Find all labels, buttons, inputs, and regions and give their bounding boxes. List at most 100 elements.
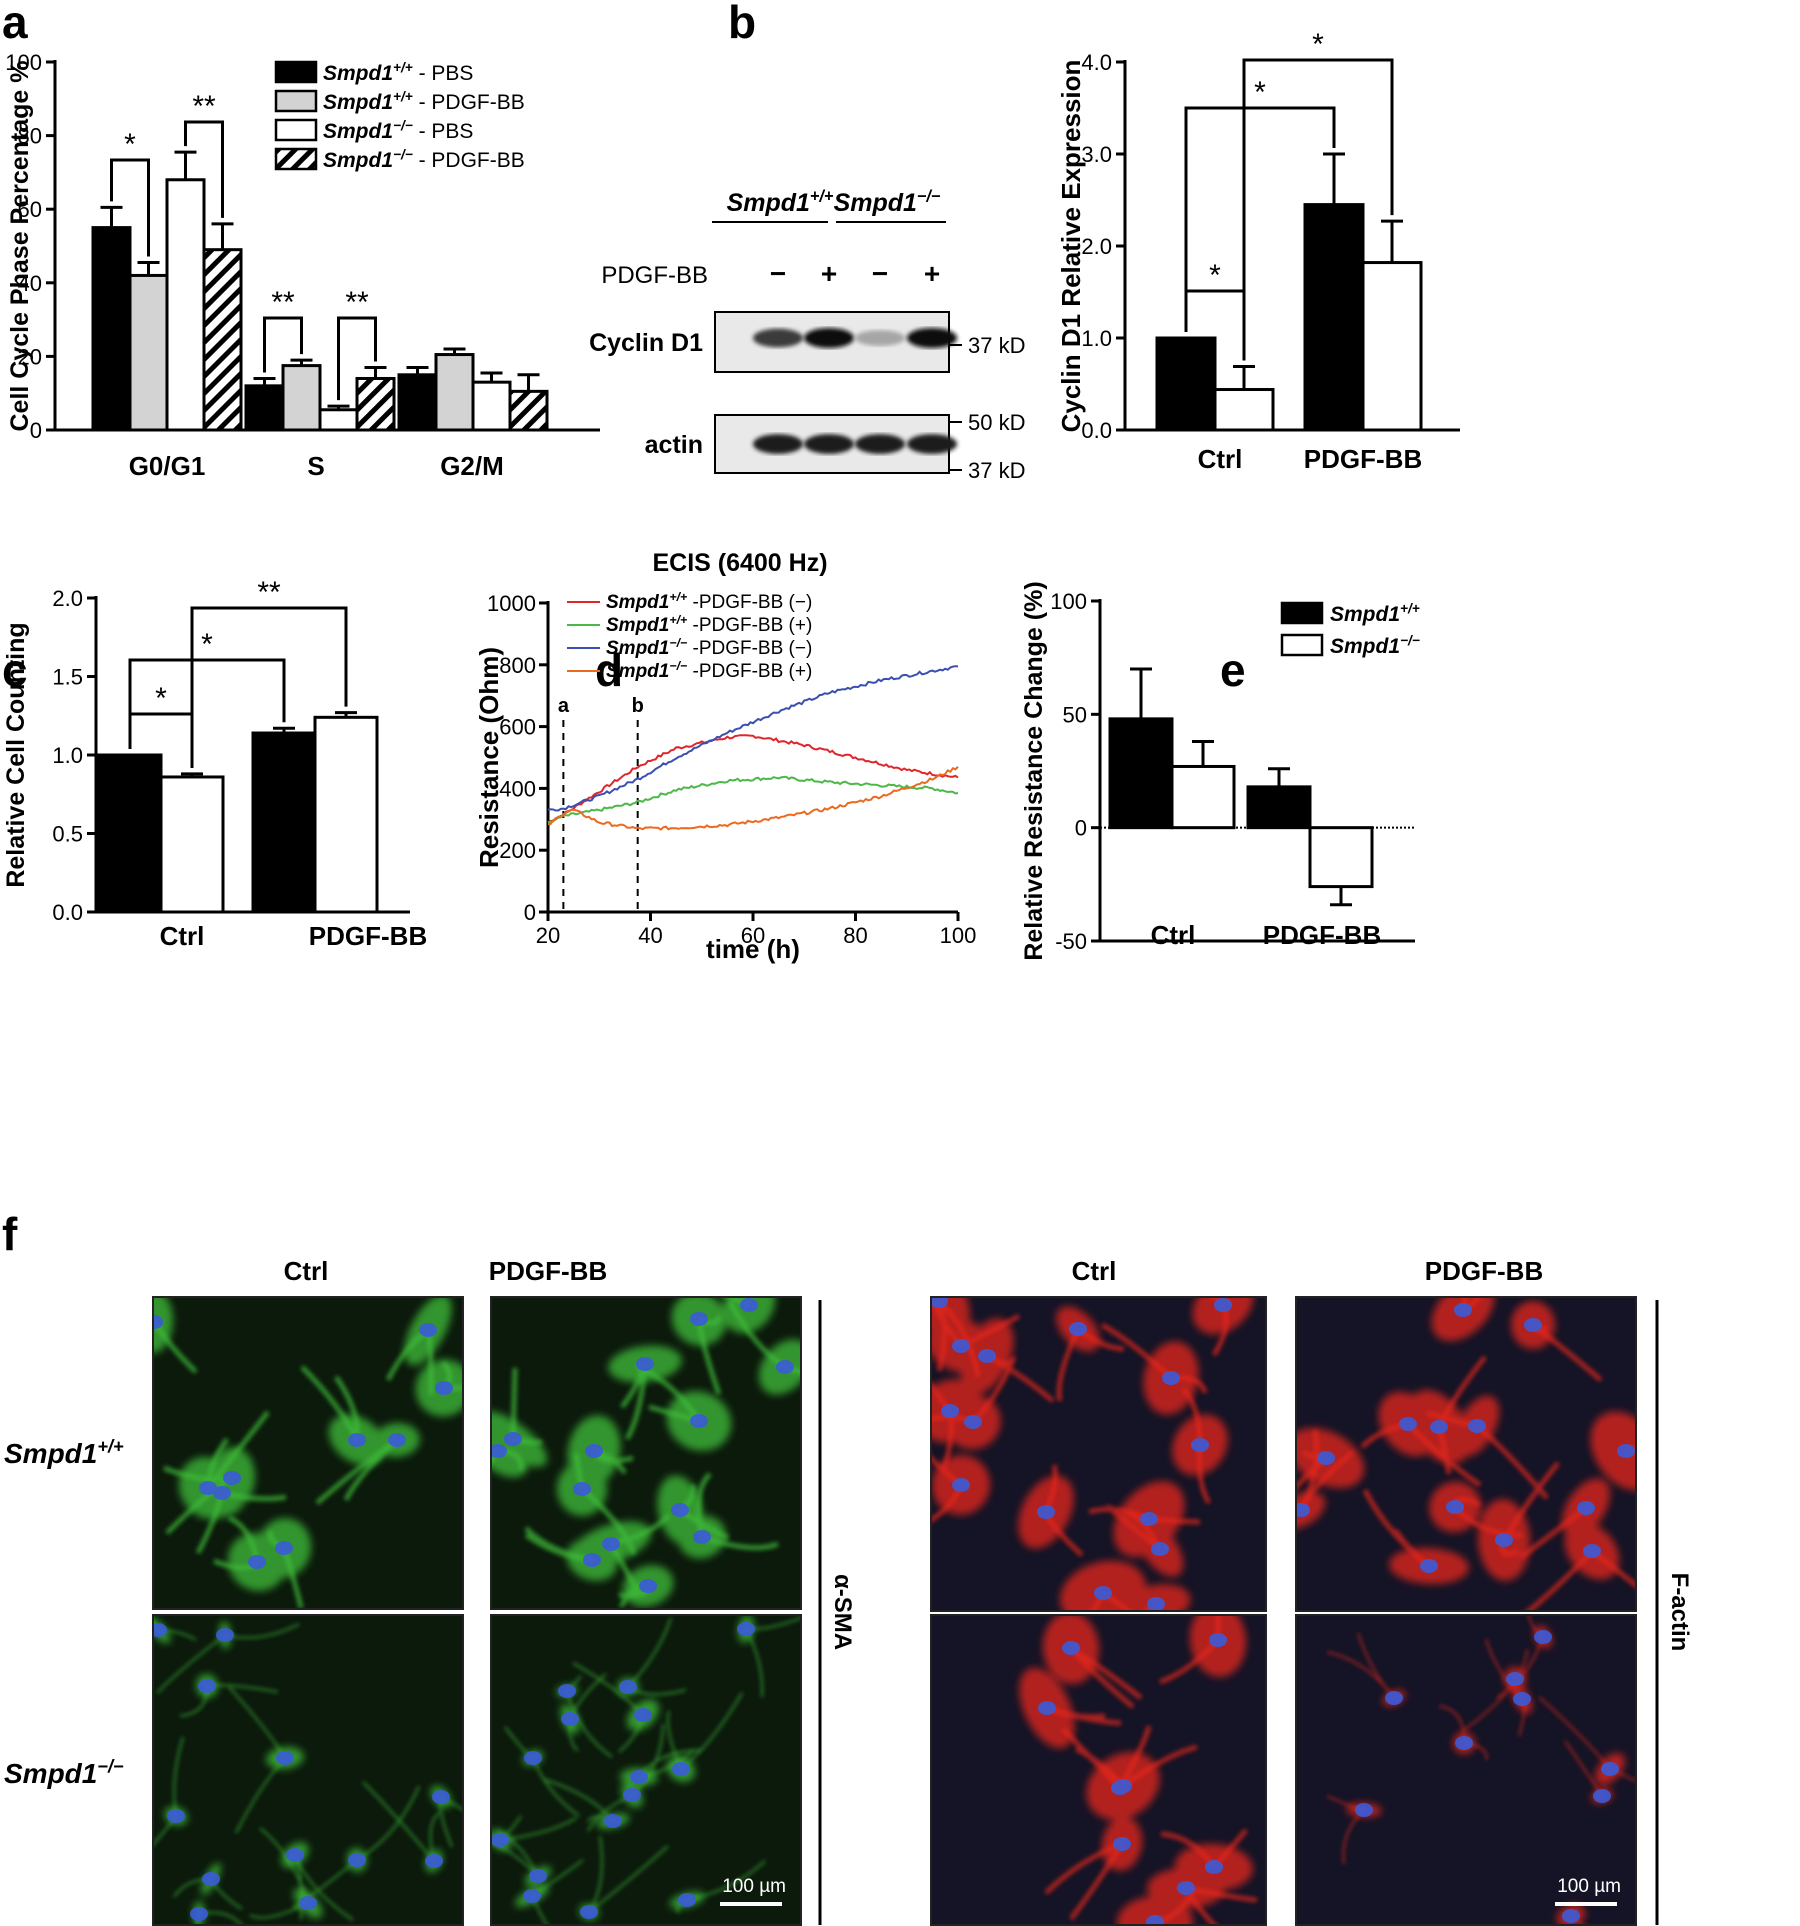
y-tick-label: 100	[5, 50, 42, 75]
micrograph-column-label: Ctrl	[284, 1256, 329, 1286]
bar	[1308, 826, 1374, 889]
significance-label: *	[155, 682, 167, 715]
legend-item: Smpd1+/+ - PBS	[323, 60, 473, 85]
panel-label-f: f	[2, 1208, 18, 1260]
bar	[281, 364, 322, 432]
y-tick-label: 1000	[487, 591, 536, 616]
time-marker-label: b	[632, 695, 644, 717]
micrograph-column-label: PDGF-BB	[1425, 1256, 1543, 1286]
legend-item-gene: Smpd1	[606, 661, 669, 682]
legend-item-suffix: -PDGF-BB (+)	[687, 615, 812, 636]
y-tick-label: 400	[499, 776, 536, 801]
mw-marker-label: 50 kD	[968, 410, 1025, 435]
x-tick-label: 60	[741, 923, 765, 948]
legend-item-sup: +/+	[1400, 601, 1420, 616]
legend-item-gene: Smpd1	[1330, 635, 1400, 658]
series-line	[547, 775, 959, 824]
micrograph-column-label: Ctrl	[1072, 1256, 1117, 1286]
legend-item: Smpd1−/− - PDGF-BB	[323, 147, 525, 172]
legend-item-sup: −/−	[669, 659, 687, 673]
legend-item-sup: +/+	[393, 60, 413, 75]
y-tick-label: 3.0	[1081, 142, 1112, 167]
time-marker-label: a	[558, 695, 570, 717]
y-tick-label: 0	[30, 418, 42, 443]
blot-band	[855, 434, 905, 454]
x-tick-label: Ctrl	[160, 921, 205, 951]
y-tick-label: 0	[524, 900, 536, 925]
significance-label: **	[271, 286, 295, 319]
micrograph-image	[930, 1296, 1267, 1612]
blot-genotype-sup: −/−	[917, 188, 941, 206]
legend-item-suffix: -PDGF-BB (−)	[687, 592, 812, 613]
legend-item-sup: −/−	[393, 118, 413, 133]
y-tick-label: 800	[499, 653, 536, 678]
bar	[251, 731, 317, 914]
bar	[355, 376, 396, 432]
series-line	[547, 766, 959, 831]
significance-bracket	[1184, 106, 1336, 332]
y-tick-label: 1.5	[52, 665, 83, 690]
y-tick-label: 0.0	[1081, 418, 1112, 443]
x-tick-label: PDGF-BB	[1304, 444, 1422, 474]
x-axis-label: time (h)	[706, 934, 800, 964]
legend-item-gene: Smpd1	[1330, 603, 1400, 626]
chart-cell-counting: 0.0 0.5 1.0 1.5 2.0 Relative Cell Counting Ctr…	[2, 576, 427, 951]
y-tick-label: 2.0	[52, 586, 83, 611]
y-tick-label: 0.5	[52, 822, 83, 847]
blot-row-label: Cyclin D1	[589, 329, 703, 357]
significance-label: *	[1312, 28, 1324, 61]
legend-item-gene: Smpd1	[606, 638, 669, 659]
y-axis-label: Relative Resistance Change (%)	[1020, 581, 1048, 960]
legend-item-suffix: -PDGF-BB (−)	[687, 638, 812, 659]
blot-genotype: Smpd1+/+	[727, 188, 834, 218]
significance-bracket	[263, 316, 303, 373]
micrograph-row-label: Smpd1+/+	[4, 1436, 124, 1469]
y-axis-label: Cell Cycle Phase Percentage %	[6, 60, 34, 431]
y-tick-label: 100	[1050, 589, 1087, 614]
y-tick-label: -50	[1055, 929, 1087, 954]
legend-item-sup: +/+	[393, 89, 413, 104]
blot-band	[855, 330, 905, 346]
blot-band	[907, 328, 957, 348]
micrograph-image	[1295, 1296, 1637, 1612]
bar	[91, 226, 132, 432]
bar	[508, 389, 549, 432]
legend-item-gene: Smpd1	[606, 592, 669, 613]
legend-item-gene: Smpd1	[323, 62, 393, 85]
legend-item-suffix: -PDGF-BB (+)	[687, 661, 812, 682]
micrograph-row-label: Smpd1−/−	[4, 1756, 124, 1789]
blot-band	[753, 328, 803, 348]
blot-band	[804, 434, 854, 454]
blot-band	[753, 434, 803, 454]
micrograph-image	[490, 1296, 802, 1610]
micrograph-image	[152, 1614, 464, 1926]
significance-bracket	[110, 158, 150, 257]
legend-item-sup: −/−	[669, 636, 687, 650]
bar	[1108, 717, 1174, 830]
legend-swatch	[274, 147, 318, 171]
x-tick-label: Ctrl	[1151, 920, 1196, 950]
bar	[313, 715, 379, 914]
bar	[471, 380, 512, 432]
y-tick-label: 60	[18, 197, 42, 222]
bar	[1246, 785, 1312, 830]
legend-swatch	[274, 60, 318, 84]
blot-genotype-gene: Smpd1	[727, 189, 810, 217]
y-axis-label: Cyclin D1 Relative Expression	[1056, 60, 1086, 433]
bar	[202, 248, 243, 432]
blot-row-label: actin	[645, 431, 703, 459]
x-tick-label: PDGF-BB	[1263, 920, 1381, 950]
significance-label: *	[1254, 76, 1266, 109]
significance-bracket	[184, 120, 224, 218]
bar	[1213, 388, 1275, 432]
legend-item-gene: Smpd1	[606, 615, 669, 636]
bar	[1361, 261, 1423, 432]
series-line	[547, 734, 959, 824]
western-blot: Smpd1+/+ Smpd1−/−PDGF-BB − + − +Cyclin D1acti…	[589, 188, 1025, 484]
significance-bracket	[1242, 58, 1394, 361]
legend-item: Smpd1−/−	[1330, 633, 1420, 658]
